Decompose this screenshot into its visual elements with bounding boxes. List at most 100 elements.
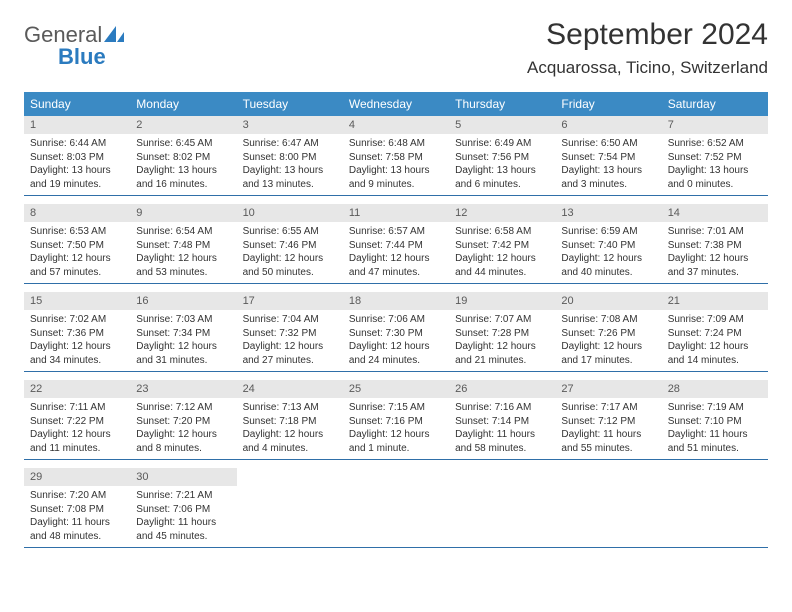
dayhead-tue: Tuesday xyxy=(237,92,343,116)
daylight-text: Daylight: 13 hours and 9 minutes. xyxy=(349,164,443,191)
daylight-text: Daylight: 12 hours and 4 minutes. xyxy=(243,428,337,455)
daylight-text: Daylight: 12 hours and 21 minutes. xyxy=(455,340,549,367)
day-number: 4 xyxy=(343,116,449,134)
day-cell: 18Sunrise: 7:06 AMSunset: 7:30 PMDayligh… xyxy=(343,292,449,371)
day-cell: 10Sunrise: 6:55 AMSunset: 7:46 PMDayligh… xyxy=(237,204,343,283)
day-number: 11 xyxy=(343,204,449,222)
day-cell xyxy=(237,468,343,547)
day-number: 30 xyxy=(130,468,236,486)
day-number: 14 xyxy=(662,204,768,222)
day-number: 20 xyxy=(555,292,661,310)
sunrise-text: Sunrise: 6:48 AM xyxy=(349,137,443,151)
month-title: September 2024 xyxy=(527,18,768,52)
location: Acquarossa, Ticino, Switzerland xyxy=(527,58,768,78)
day-cell: 23Sunrise: 7:12 AMSunset: 7:20 PMDayligh… xyxy=(130,380,236,459)
day-number: 26 xyxy=(449,380,555,398)
sunset-text: Sunset: 7:54 PM xyxy=(561,151,655,165)
title-block: September 2024 Acquarossa, Ticino, Switz… xyxy=(527,18,768,78)
sunset-text: Sunset: 7:46 PM xyxy=(243,239,337,253)
sunrise-text: Sunrise: 7:15 AM xyxy=(349,401,443,415)
day-number: 18 xyxy=(343,292,449,310)
day-cell: 14Sunrise: 7:01 AMSunset: 7:38 PMDayligh… xyxy=(662,204,768,283)
day-number: 1 xyxy=(24,116,130,134)
day-cell xyxy=(449,468,555,547)
dayhead-thu: Thursday xyxy=(449,92,555,116)
day-number: 29 xyxy=(24,468,130,486)
day-body: Sunrise: 6:47 AMSunset: 8:00 PMDaylight:… xyxy=(237,134,343,195)
day-number: 24 xyxy=(237,380,343,398)
day-cell: 16Sunrise: 7:03 AMSunset: 7:34 PMDayligh… xyxy=(130,292,236,371)
day-body: Sunrise: 7:15 AMSunset: 7:16 PMDaylight:… xyxy=(343,398,449,459)
day-cell: 13Sunrise: 6:59 AMSunset: 7:40 PMDayligh… xyxy=(555,204,661,283)
day-cell: 11Sunrise: 6:57 AMSunset: 7:44 PMDayligh… xyxy=(343,204,449,283)
page: General Blue September 2024 Acquarossa, … xyxy=(0,0,792,574)
day-body: Sunrise: 7:03 AMSunset: 7:34 PMDaylight:… xyxy=(130,310,236,371)
day-body: Sunrise: 6:55 AMSunset: 7:46 PMDaylight:… xyxy=(237,222,343,283)
daylight-text: Daylight: 12 hours and 14 minutes. xyxy=(668,340,762,367)
day-cell: 1Sunrise: 6:44 AMSunset: 8:03 PMDaylight… xyxy=(24,116,130,195)
sunset-text: Sunset: 7:06 PM xyxy=(136,503,230,517)
day-cell: 3Sunrise: 6:47 AMSunset: 8:00 PMDaylight… xyxy=(237,116,343,195)
daylight-text: Daylight: 12 hours and 31 minutes. xyxy=(136,340,230,367)
day-body: Sunrise: 7:02 AMSunset: 7:36 PMDaylight:… xyxy=(24,310,130,371)
sunrise-text: Sunrise: 7:16 AM xyxy=(455,401,549,415)
day-cell: 12Sunrise: 6:58 AMSunset: 7:42 PMDayligh… xyxy=(449,204,555,283)
sunset-text: Sunset: 7:12 PM xyxy=(561,415,655,429)
day-body: Sunrise: 7:13 AMSunset: 7:18 PMDaylight:… xyxy=(237,398,343,459)
dayhead-wed: Wednesday xyxy=(343,92,449,116)
header: General Blue September 2024 Acquarossa, … xyxy=(24,18,768,78)
day-number: 22 xyxy=(24,380,130,398)
day-cell: 8Sunrise: 6:53 AMSunset: 7:50 PMDaylight… xyxy=(24,204,130,283)
weeks-container: 1Sunrise: 6:44 AMSunset: 8:03 PMDaylight… xyxy=(24,116,768,548)
sunset-text: Sunset: 7:50 PM xyxy=(30,239,124,253)
brand-text: General Blue xyxy=(24,24,124,68)
day-cell xyxy=(343,468,449,547)
day-number: 3 xyxy=(237,116,343,134)
day-body: Sunrise: 7:12 AMSunset: 7:20 PMDaylight:… xyxy=(130,398,236,459)
day-number: 6 xyxy=(555,116,661,134)
sunrise-text: Sunrise: 7:01 AM xyxy=(668,225,762,239)
day-body: Sunrise: 6:48 AMSunset: 7:58 PMDaylight:… xyxy=(343,134,449,195)
day-body: Sunrise: 7:01 AMSunset: 7:38 PMDaylight:… xyxy=(662,222,768,283)
sunset-text: Sunset: 7:14 PM xyxy=(455,415,549,429)
day-cell: 7Sunrise: 6:52 AMSunset: 7:52 PMDaylight… xyxy=(662,116,768,195)
daylight-text: Daylight: 12 hours and 27 minutes. xyxy=(243,340,337,367)
sunset-text: Sunset: 7:26 PM xyxy=(561,327,655,341)
daylight-text: Daylight: 12 hours and 34 minutes. xyxy=(30,340,124,367)
day-cell: 2Sunrise: 6:45 AMSunset: 8:02 PMDaylight… xyxy=(130,116,236,195)
daylight-text: Daylight: 12 hours and 50 minutes. xyxy=(243,252,337,279)
daylight-text: Daylight: 11 hours and 58 minutes. xyxy=(455,428,549,455)
daylight-text: Daylight: 11 hours and 48 minutes. xyxy=(30,516,124,543)
day-number: 16 xyxy=(130,292,236,310)
day-body: Sunrise: 6:54 AMSunset: 7:48 PMDaylight:… xyxy=(130,222,236,283)
day-number: 27 xyxy=(555,380,661,398)
daylight-text: Daylight: 12 hours and 40 minutes. xyxy=(561,252,655,279)
brand-word2: Blue xyxy=(58,46,106,68)
sunset-text: Sunset: 7:30 PM xyxy=(349,327,443,341)
daylight-text: Daylight: 11 hours and 55 minutes. xyxy=(561,428,655,455)
day-cell: 9Sunrise: 6:54 AMSunset: 7:48 PMDaylight… xyxy=(130,204,236,283)
day-body: Sunrise: 7:06 AMSunset: 7:30 PMDaylight:… xyxy=(343,310,449,371)
sunrise-text: Sunrise: 7:19 AM xyxy=(668,401,762,415)
day-body: Sunrise: 6:59 AMSunset: 7:40 PMDaylight:… xyxy=(555,222,661,283)
sunrise-text: Sunrise: 7:11 AM xyxy=(30,401,124,415)
sunset-text: Sunset: 7:32 PM xyxy=(243,327,337,341)
daylight-text: Daylight: 12 hours and 24 minutes. xyxy=(349,340,443,367)
day-cell: 5Sunrise: 6:49 AMSunset: 7:56 PMDaylight… xyxy=(449,116,555,195)
day-cell: 22Sunrise: 7:11 AMSunset: 7:22 PMDayligh… xyxy=(24,380,130,459)
sunset-text: Sunset: 8:00 PM xyxy=(243,151,337,165)
sunset-text: Sunset: 7:24 PM xyxy=(668,327,762,341)
day-number: 12 xyxy=(449,204,555,222)
daylight-text: Daylight: 13 hours and 3 minutes. xyxy=(561,164,655,191)
sunrise-text: Sunrise: 7:09 AM xyxy=(668,313,762,327)
daylight-text: Daylight: 12 hours and 47 minutes. xyxy=(349,252,443,279)
dayhead-fri: Friday xyxy=(555,92,661,116)
day-number: 5 xyxy=(449,116,555,134)
sunset-text: Sunset: 7:52 PM xyxy=(668,151,762,165)
sunset-text: Sunset: 8:02 PM xyxy=(136,151,230,165)
sunrise-text: Sunrise: 7:06 AM xyxy=(349,313,443,327)
sunset-text: Sunset: 7:38 PM xyxy=(668,239,762,253)
day-body: Sunrise: 7:08 AMSunset: 7:26 PMDaylight:… xyxy=(555,310,661,371)
brand-logo: General Blue xyxy=(24,18,124,68)
daylight-text: Daylight: 12 hours and 11 minutes. xyxy=(30,428,124,455)
